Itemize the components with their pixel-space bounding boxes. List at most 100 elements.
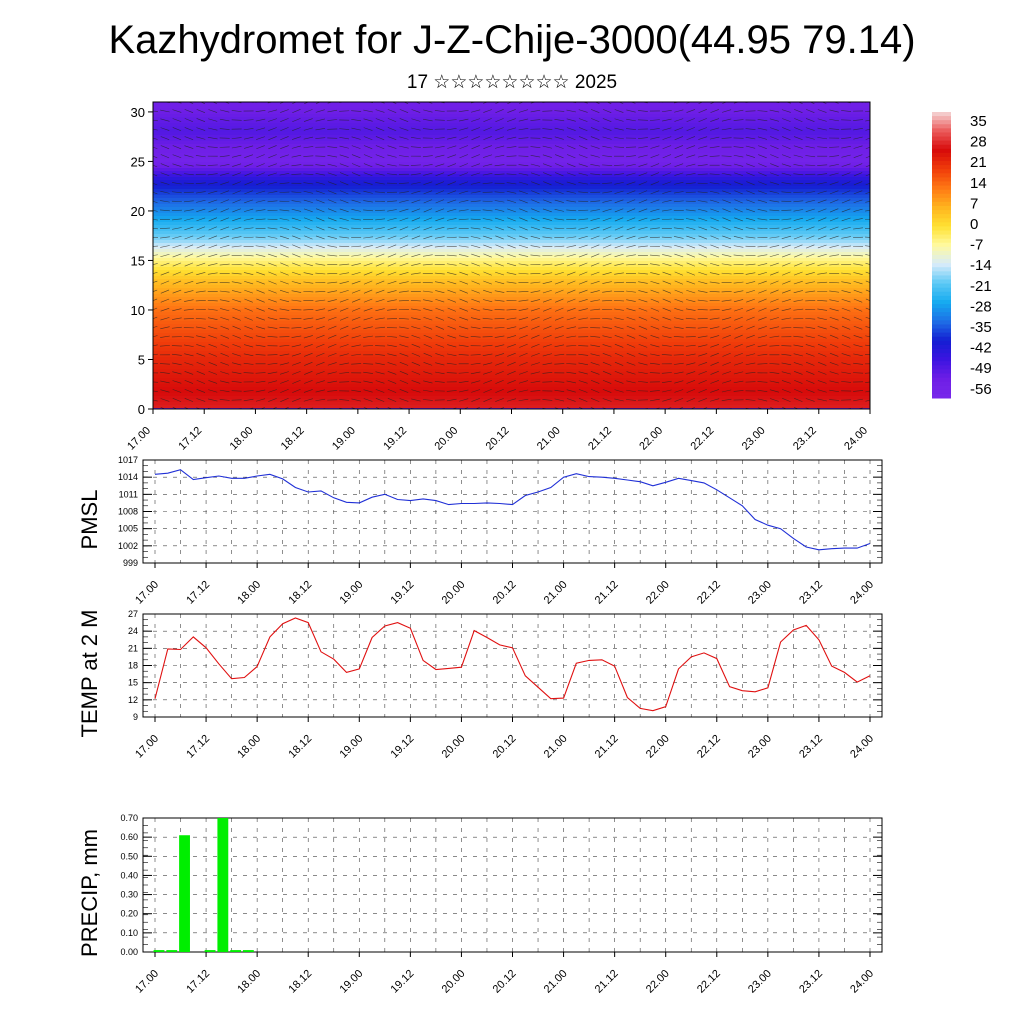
wind-barb: [363, 127, 373, 131]
wind-barb: [303, 146, 314, 149]
wind-barb: [734, 217, 743, 222]
colorbar-swatch: [932, 234, 951, 240]
wind-barb: [255, 245, 266, 248]
wind-barb: [292, 244, 301, 249]
wind-barb: [782, 280, 791, 285]
wind-barb: [471, 136, 480, 141]
colorbar-swatch: [932, 189, 951, 195]
wind-barb: [243, 254, 254, 257]
wind-barb: [829, 181, 839, 185]
heatmap-band: [153, 315, 870, 319]
wind-barb: [661, 372, 672, 374]
wind-barb: [315, 118, 326, 122]
wind-barbs: [153, 102, 870, 409]
wind-barb: [196, 253, 206, 258]
wind-barb: [662, 118, 672, 122]
heatmap-band: [153, 258, 870, 262]
wind-barb: [566, 163, 576, 168]
wind-barb: [291, 271, 301, 276]
wind-barb: [494, 290, 505, 293]
wind-barb: [817, 118, 827, 122]
wind-barb: [722, 361, 731, 366]
wind-barb: [841, 208, 851, 213]
wind-barb: [482, 173, 493, 176]
heatmap-band: [153, 300, 870, 304]
wind-barb: [339, 407, 346, 409]
wind-barb: [661, 209, 672, 212]
wind-barb: [291, 299, 302, 302]
wind-barb: [853, 307, 863, 312]
heatmap-band: [153, 306, 870, 310]
heatmap-band: [153, 276, 870, 280]
wind-barb: [626, 308, 636, 312]
wind-barb: [459, 289, 468, 294]
wind-barb: [363, 289, 373, 294]
x-tick-label: 21.00: [542, 968, 570, 996]
wind-barb: [423, 343, 433, 348]
wind-barb: [363, 227, 374, 230]
wind-barb: [446, 119, 457, 121]
wind-barb: [153, 219, 158, 221]
wind-barb: [626, 399, 636, 401]
wind-barb: [291, 191, 302, 194]
wind-barb: [710, 344, 720, 348]
wind-barb: [829, 389, 840, 393]
wind-barb: [243, 119, 254, 121]
wind-barb: [865, 173, 870, 177]
wind-barb: [590, 362, 600, 366]
wind-barb: [363, 200, 373, 203]
wind-barb: [160, 172, 170, 177]
heatmap-band: [153, 363, 870, 367]
wind-barb: [160, 154, 170, 159]
wind-barb: [220, 245, 230, 248]
wind-barb: [578, 218, 589, 221]
wind-barb: [279, 102, 286, 104]
wind-barb: [733, 109, 744, 113]
wind-barb: [506, 398, 517, 402]
wind-barb: [734, 307, 744, 312]
wind-barb: [303, 182, 314, 185]
heatmap-band: [153, 381, 870, 385]
wind-barb: [626, 343, 636, 348]
wind-barb: [519, 371, 528, 375]
wind-barb: [327, 208, 337, 213]
wind-barb: [746, 298, 755, 303]
wind-barb: [566, 190, 576, 194]
wind-barb: [781, 362, 792, 366]
wind-barb: [495, 226, 504, 231]
wind-barb: [375, 280, 385, 285]
wind-barb: [506, 146, 517, 149]
wind-barb: [303, 272, 314, 275]
wind-barb: [793, 335, 804, 338]
wind-barb: [435, 163, 445, 167]
wind-barb: [351, 289, 361, 294]
wind-barb: [255, 344, 266, 347]
wind-barb: [363, 253, 373, 258]
wind-barb: [267, 172, 278, 176]
colorbar-swatch: [932, 230, 951, 236]
wind-barb: [542, 334, 552, 339]
wind-barb: [554, 145, 564, 149]
wind-barb: [781, 289, 791, 294]
wind-barb: [770, 136, 779, 141]
heatmap-y-tick-label: 5: [138, 352, 145, 367]
wind-barb: [674, 280, 684, 285]
wind-barb: [458, 245, 469, 248]
heatmap-band: [153, 234, 870, 238]
wind-barb: [602, 326, 612, 329]
wind-barb: [399, 344, 409, 348]
wind-barb: [471, 380, 481, 384]
x-tick-label: 19.12: [389, 733, 417, 761]
wind-barb: [817, 370, 827, 375]
wind-barb: [530, 154, 541, 158]
heatmap-band: [153, 195, 870, 199]
wind-barb: [554, 209, 565, 212]
wind-barb: [207, 146, 218, 148]
wind-barb: [495, 118, 504, 123]
wind-barb: [363, 109, 373, 113]
wind-barb: [590, 136, 600, 140]
wind-barb: [746, 307, 755, 312]
wind-barb: [399, 199, 409, 203]
wind-barb: [184, 109, 194, 113]
wind-barb: [411, 343, 421, 348]
